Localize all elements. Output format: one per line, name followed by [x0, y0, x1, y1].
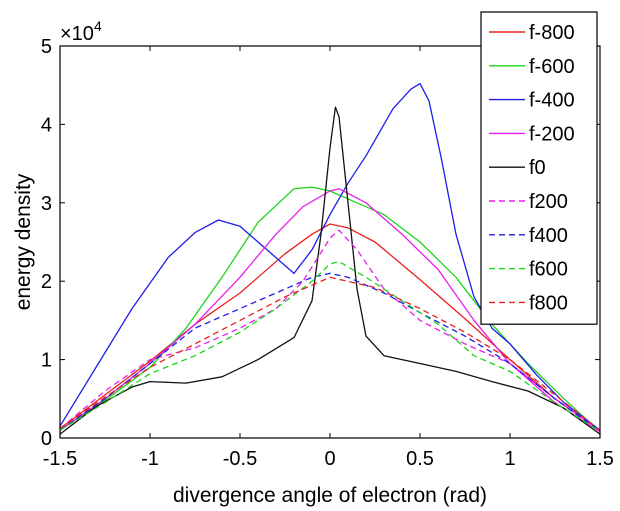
x-tick-labels: -1.5 -1 -0.5 0 0.5 1 1.5	[43, 448, 614, 470]
series-layer	[59, 82, 601, 435]
legend-label-0: f-800	[529, 22, 575, 44]
y-tick-label: 2	[41, 271, 52, 293]
x-tick-label: 1.5	[586, 448, 614, 470]
x-tick-label: 1	[504, 448, 515, 470]
legend-label-4: f0	[529, 157, 546, 179]
legend: f-800 f-600 f-400 f-200 f0 f200 f400 f600 f800	[480, 11, 598, 325]
series-line-7	[59, 260, 601, 433]
y-tick-labels: 0 1 2 3 4 5	[41, 36, 52, 450]
series-line-3	[59, 188, 601, 433]
y-tick-label: 0	[41, 428, 52, 450]
series-line-6	[59, 272, 601, 433]
x-tick-label: -0.5	[223, 448, 257, 470]
series-line-2	[59, 82, 601, 431]
y-tick-label: 4	[41, 114, 52, 136]
y-tick-label: 1	[41, 350, 52, 372]
legend-box	[480, 11, 598, 325]
legend-label-6: f400	[529, 225, 568, 247]
y-axis-label: energy density	[12, 173, 35, 310]
legend-label-8: f800	[529, 292, 568, 314]
x-tick-label: 0.5	[406, 448, 434, 470]
x-axis-label: divergence angle of electron (rad)	[173, 484, 487, 507]
x-tick-label: 0	[324, 448, 335, 470]
series-line-5	[59, 229, 601, 431]
exponent-power: 4	[94, 18, 102, 34]
legend-label-2: f-400	[529, 90, 575, 112]
legend-label-3: f-200	[529, 123, 575, 145]
exponent-base: ×10	[60, 23, 94, 45]
x-tick-label: -1.5	[43, 448, 77, 470]
legend-label-1: f-600	[529, 56, 575, 78]
exponent-label: ×104	[60, 18, 102, 45]
series-line-8	[59, 276, 601, 431]
y-tick-label: 3	[41, 193, 52, 215]
y-tick-label: 5	[41, 36, 52, 58]
legend-label-5: f200	[529, 191, 568, 213]
x-tick-label: -1	[141, 448, 159, 470]
legend-label-7: f600	[529, 259, 568, 281]
series-line-4	[59, 106, 601, 435]
